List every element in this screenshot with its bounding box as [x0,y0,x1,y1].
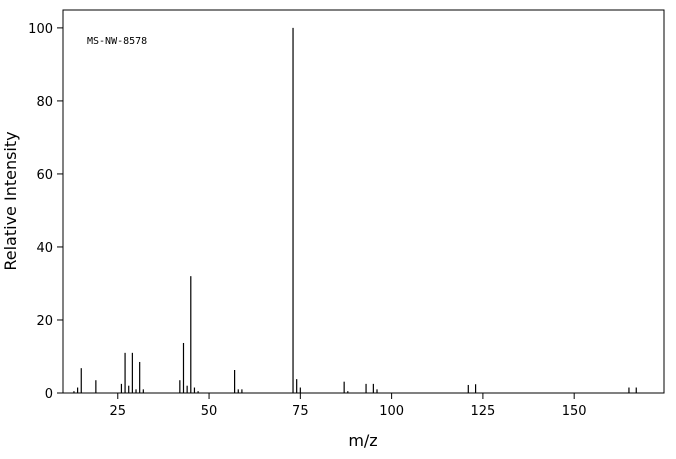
x-tick-label: 75 [292,404,309,419]
y-tick-label: 0 [45,387,53,402]
x-tick-label: 125 [470,404,495,419]
y-tick-label: 40 [36,241,53,256]
plot-frame [62,9,665,394]
x-tick-label: 50 [201,404,218,419]
x-tick-label: 25 [109,404,126,419]
y-tick-label: 20 [36,314,53,329]
x-axis-label: m/z [348,431,377,450]
y-tick-label: 80 [36,95,53,110]
y-tick-label: 60 [36,168,53,183]
y-tick-label: 100 [28,22,53,37]
x-tick-label: 150 [562,404,587,419]
y-axis-label: Relative Intensity [1,131,20,270]
annotation: MS-NW-8578 [87,36,147,47]
x-tick-label: 100 [379,404,404,419]
